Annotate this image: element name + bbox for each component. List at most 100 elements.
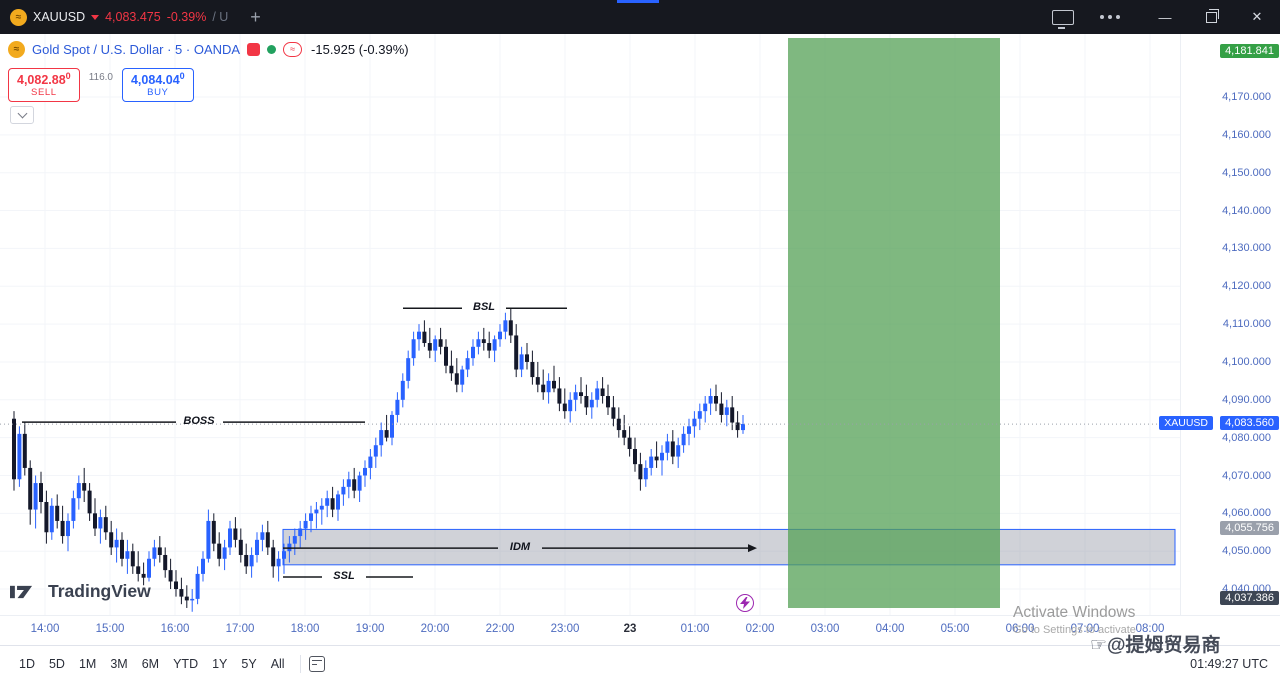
price-tick: 4,150.000	[1222, 166, 1271, 179]
range-button-ytd[interactable]: YTD	[173, 657, 199, 671]
buy-label: BUY	[147, 87, 169, 99]
annotation-label-boss[interactable]: BOSS	[183, 415, 215, 428]
range-button-5d[interactable]: 5D	[48, 657, 65, 671]
restore-icon	[1205, 8, 1219, 23]
time-tick: 23	[623, 623, 637, 635]
triangle-down-icon	[91, 14, 100, 20]
time-tick: 03:00	[810, 623, 840, 635]
tab-symbol: XAUUSD	[33, 10, 86, 24]
sell-label: SELL	[31, 87, 57, 99]
price-tick: 4,170.000	[1222, 91, 1271, 103]
price-tick: 4,120.000	[1222, 280, 1271, 293]
bottom-toolbar: 1D 5D 1M 3M 6M YTD 1Y 5Y All 01:49:27 UTC	[0, 645, 1280, 682]
range-button-1y[interactable]: 1Y	[212, 657, 228, 671]
price-tick: 4,060.000	[1222, 507, 1271, 520]
monitor-icon[interactable]	[1052, 9, 1074, 29]
tab-change: -0.39%	[166, 10, 207, 24]
new-tab-button[interactable]: +	[250, 6, 261, 27]
price-badge-session-high: 4,181.841	[1220, 44, 1279, 59]
price-axis[interactable]: 4,170.000 4,160.000 4,150.000 4,140.000 4,13…	[1159, 34, 1280, 615]
time-tick: 01:00	[680, 623, 710, 635]
price-tick: 4,130.000	[1222, 242, 1271, 255]
chart-plot[interactable]: ≈ Gold Spot / U.S. Dollar · 5 · OANDA ≈ …	[0, 34, 1180, 615]
go-to-date-icon[interactable]	[308, 656, 325, 672]
price-tick: 4,160.000	[1222, 128, 1271, 141]
time-tick: 23:00	[550, 623, 580, 635]
annotation-label-idm[interactable]: IDM	[509, 541, 531, 554]
connection-status-icon	[267, 45, 277, 54]
gold-coin-icon: ≈	[8, 41, 25, 58]
timezone-clock[interactable]: 01:49:27 UTC	[1190, 657, 1268, 671]
window-titlebar: ≈ XAUUSD 4,083.475 -0.39% / U + — ✕	[0, 0, 1280, 34]
price-change-text: -15.925 (-0.39%)	[311, 42, 409, 57]
range-button-3m[interactable]: 3M	[110, 657, 128, 671]
price-tick: 4,050.000	[1222, 545, 1271, 558]
order-panel: 4,082.880 SELL 116.0 4,084.040 BUY	[8, 68, 194, 103]
price-tick: 4,070.000	[1222, 469, 1271, 482]
tab-suffix: / U	[212, 10, 229, 24]
tab-active-indicator	[617, 0, 659, 3]
candlestick-chart	[0, 34, 1180, 615]
price-tick: 4,140.000	[1222, 204, 1271, 217]
annotation-label-bsl[interactable]: BSL	[473, 301, 495, 314]
grid-lines	[0, 34, 1180, 615]
gold-coin-icon: ≈	[10, 8, 27, 26]
price-tick: 4,100.000	[1222, 355, 1271, 368]
idm-zone-rect[interactable]	[282, 528, 1176, 566]
time-tick: 08:00	[1135, 623, 1165, 635]
tradingview-brand-text: TradingView	[48, 581, 151, 601]
time-axis[interactable]: 14:00 15:00 16:00 17:00 18:00 19:00 20:00 22:00…	[0, 615, 1280, 646]
time-tick: 14:00	[30, 623, 60, 635]
time-tick: 07:00	[1070, 623, 1100, 635]
last-price-symbol-tag: XAUUSD	[1159, 416, 1213, 431]
tradingview-watermark[interactable]: TradingView	[10, 581, 151, 602]
toolbar-divider	[299, 655, 301, 673]
tab-price: 4,083.475	[105, 10, 161, 24]
more-options-icon[interactable]	[1100, 15, 1120, 19]
idm-arrow-icon	[748, 544, 757, 553]
lightning-icon	[740, 597, 750, 609]
symbol-title[interactable]: Gold Spot / U.S. Dollar · 5 · OANDA	[32, 42, 241, 57]
price-badge-session-low: 4,037.386	[1220, 590, 1279, 605]
price-tick: 4,090.000	[1222, 393, 1271, 406]
market-status-icon	[247, 43, 261, 56]
candles	[12, 308, 745, 612]
chart-legend: ≈ Gold Spot / U.S. Dollar · 5 · OANDA ≈ …	[8, 41, 409, 58]
economic-event-icon[interactable]	[736, 594, 754, 612]
range-button-1d[interactable]: 1D	[19, 657, 35, 671]
chevron-down-icon	[17, 108, 27, 119]
price-badge-zone-top: 4,055.756	[1220, 521, 1279, 536]
delayed-data-icon: ≈	[283, 42, 303, 57]
range-button-all[interactable]: All	[270, 657, 285, 671]
price-tick: 4,110.000	[1222, 318, 1271, 331]
green-highlight-zone[interactable]	[788, 38, 1000, 608]
buy-price-sup: 0	[179, 71, 185, 81]
close-button[interactable]: ✕	[1251, 9, 1263, 24]
annotation-label-ssl[interactable]: SSL	[333, 569, 355, 582]
tradingview-logo-icon	[10, 585, 33, 598]
time-tick: 15:00	[95, 623, 125, 635]
sell-price: 4,082.88	[17, 73, 66, 88]
spread-value: 116.0	[88, 72, 113, 83]
time-tick: 05:00	[940, 623, 970, 635]
price-badge-last-price: 4,083.560	[1220, 416, 1279, 431]
sell-button[interactable]: 4,082.880 SELL	[8, 68, 80, 103]
time-tick: 18:00	[290, 623, 320, 635]
buy-price: 4,084.04	[130, 73, 180, 88]
range-button-5y[interactable]: 5Y	[241, 657, 257, 671]
time-tick: 06:00	[1005, 623, 1035, 635]
restore-button[interactable]	[1188, 0, 1234, 34]
minimize-button[interactable]: —	[1158, 9, 1172, 25]
time-tick: 20:00	[420, 623, 450, 635]
time-tick: 04:00	[875, 623, 905, 635]
time-tick: 19:00	[355, 623, 385, 635]
time-tick: 16:00	[160, 623, 190, 635]
time-tick: 02:00	[745, 623, 775, 635]
range-button-6m[interactable]: 6M	[141, 657, 160, 671]
price-tick: 4,080.000	[1222, 431, 1271, 444]
buy-button[interactable]: 4,084.040 BUY	[121, 68, 194, 103]
collapse-legend-button[interactable]	[10, 106, 34, 124]
sell-price-sup: 0	[65, 71, 71, 81]
symbol-tab[interactable]: ≈ XAUUSD 4,083.475 -0.39% / U	[0, 0, 238, 34]
range-button-1m[interactable]: 1M	[78, 657, 97, 671]
